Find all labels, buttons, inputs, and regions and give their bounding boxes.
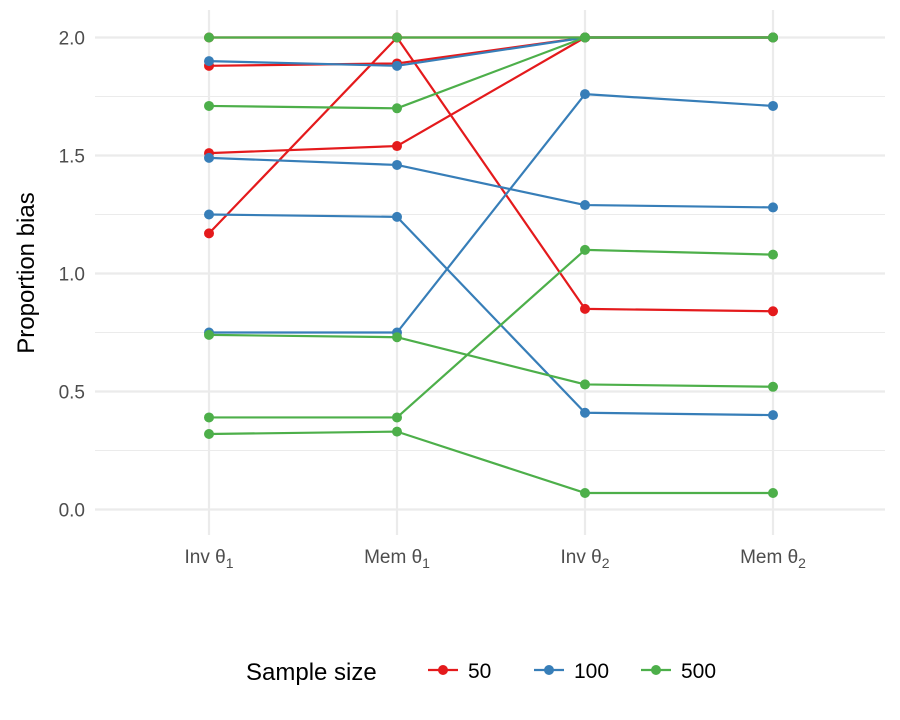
data-point-50 [768,306,778,317]
data-point-100 [768,410,778,421]
data-point-500 [580,244,590,255]
legend-label: 100 [574,660,609,683]
data-point-500 [580,379,590,390]
data-point-500 [580,487,590,498]
y-axis-title: Proportion bias [13,192,40,353]
data-point-500 [580,32,590,43]
data-point-500 [392,332,402,343]
series-line-50 [208,36,773,235]
y-tick-label: 2.0 [59,29,85,50]
series-line-500 [208,36,773,110]
data-point-500 [768,249,778,260]
legend-label: 500 [681,660,716,683]
data-point-500 [768,32,778,43]
data-point-500 [204,32,214,43]
data-point-100 [204,209,214,220]
data-point-100 [392,159,402,170]
y-tick-label: 0.5 [59,383,85,404]
legend-items: 50 100 500 [428,660,716,683]
y-tick-label: 1.5 [59,147,85,168]
data-point-100 [580,200,590,211]
y-tick-label: 1.0 [59,265,85,286]
x-tick-label: Mem θ1 [364,547,430,571]
data-point-50 [204,228,214,239]
legend-key-point [544,665,554,675]
y-tick-labels: 0.0 0.5 1.0 1.5 2.0 [59,29,85,522]
grid [95,10,885,535]
legend-key-point [651,665,661,675]
data-point-100 [204,56,214,67]
x-tick-labels: Inv θ1 Mem θ1 Inv θ2 Mem θ2 [185,547,807,571]
data-point-500 [768,487,778,498]
series-line-100 [208,156,774,209]
series-line-50 [208,36,773,155]
data-point-100 [580,407,590,418]
data-point-500 [392,103,402,114]
data-point-500 [204,329,214,340]
data-point-500 [204,428,214,439]
series-line-500 [208,430,773,495]
data-point-500 [768,381,778,392]
series-line-100 [208,36,773,67]
y-tick-label: 0.0 [59,501,85,522]
x-tick-label: Inv θ2 [561,547,610,571]
series-line-100 [209,93,774,334]
series-line-500 [209,248,774,419]
legend-key-point [438,665,448,675]
series-line-50 [209,36,774,313]
data-point-500 [204,412,214,423]
legend-title: Sample size [246,659,377,686]
series-line-500 [208,333,774,388]
data-point-50 [392,141,402,152]
data-point-500 [204,100,214,111]
series-lines [208,36,774,495]
data-point-100 [392,60,402,71]
data-point-100 [580,89,590,100]
data-point-500 [392,32,402,43]
x-tick-label: Inv θ1 [185,547,234,571]
data-point-500 [392,412,402,423]
legend: Sample size 50 100 500 [246,659,716,686]
x-tick-label: Mem θ2 [740,547,806,571]
data-point-50 [580,303,590,314]
data-point-500 [392,426,402,437]
legend-label: 50 [468,660,491,683]
data-points [204,32,778,498]
data-point-100 [204,152,214,163]
data-point-100 [392,211,402,222]
data-point-100 [768,202,778,213]
series-line-100 [208,213,774,417]
data-point-100 [768,100,778,111]
